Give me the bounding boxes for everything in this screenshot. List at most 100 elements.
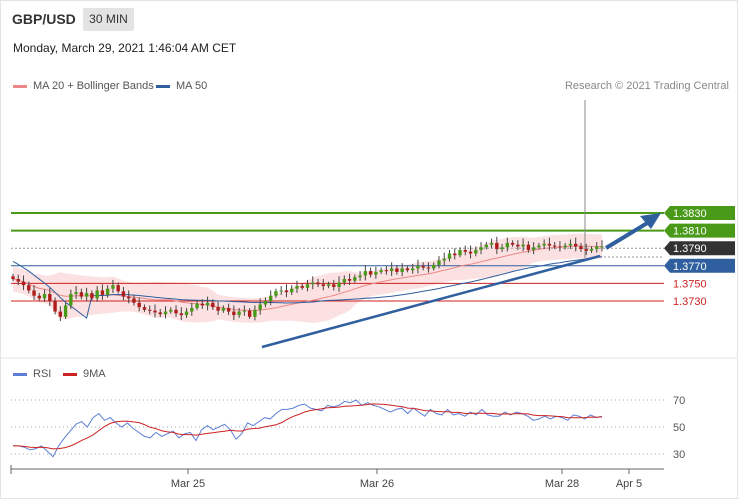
- price-tag-1-3830: 1.3830: [673, 208, 707, 220]
- forecast-arrow-head: [640, 213, 661, 229]
- candle-body: [184, 311, 189, 316]
- candle-body: [410, 268, 415, 271]
- candle-body: [100, 290, 105, 295]
- candle-body: [558, 246, 562, 248]
- candle-body: [437, 260, 441, 265]
- candle-body: [121, 291, 126, 297]
- rsi-level-label-50: 50: [673, 422, 685, 434]
- candle-body: [568, 243, 573, 246]
- candle-body: [42, 293, 47, 299]
- candle-body: [58, 311, 63, 317]
- candle-body: [216, 307, 220, 311]
- candle-body: [221, 308, 226, 311]
- instrument-title: GBP/USD: [12, 11, 76, 27]
- title-bar: GBP/USD 30 MIN: [0, 0, 738, 37]
- candle-body: [479, 247, 483, 250]
- candle-body: [126, 296, 131, 299]
- ma20-swatch: [13, 84, 27, 88]
- legend-ma20: MA 20 + Bollinger Bands: [13, 80, 154, 92]
- candle-body: [384, 270, 389, 272]
- candle-body: [363, 271, 368, 276]
- ma20-label: MA 20 + Bollinger Bands: [33, 80, 154, 92]
- candle-body: [326, 284, 331, 287]
- rsi-level-label-30: 30: [673, 449, 685, 461]
- candle-body: [521, 244, 525, 247]
- candle-body: [263, 301, 268, 305]
- candle-body: [268, 295, 273, 301]
- candle-body: [395, 268, 399, 272]
- price-tag-box: [664, 206, 735, 220]
- price-tag-1-3730: 1.3730: [673, 296, 707, 308]
- candle-body: [84, 293, 89, 297]
- candle-body: [405, 268, 410, 271]
- trend-line: [261, 254, 601, 349]
- candle-body: [179, 313, 183, 316]
- candle-body: [552, 245, 557, 247]
- rsi-swatch: [13, 372, 27, 376]
- price-tag-box: [664, 241, 735, 256]
- candle-body: [489, 242, 494, 245]
- price-tag-box: [664, 258, 735, 273]
- price-tag-1-3770: 1.3770: [673, 261, 707, 273]
- candle-body: [284, 290, 289, 293]
- candle-body: [205, 302, 210, 306]
- candle-body: [132, 298, 136, 303]
- price-tag-box: [664, 223, 735, 238]
- candle-body: [79, 292, 84, 297]
- candle-body: [358, 275, 362, 278]
- candle-body: [468, 251, 473, 254]
- legend-rsi: RSI: [13, 368, 51, 380]
- candle-body: [579, 246, 583, 250]
- candle-body: [547, 243, 552, 246]
- candle-body: [253, 309, 257, 317]
- forecast-arrow-shaft: [604, 220, 651, 250]
- candle-body: [190, 308, 194, 312]
- candle-body: [163, 311, 168, 315]
- candle-body: [95, 290, 99, 299]
- candle-body: [295, 286, 299, 289]
- candle-body: [484, 244, 489, 248]
- candle-body: [584, 249, 588, 251]
- candle-body: [32, 290, 36, 296]
- ma9-swatch: [63, 372, 77, 376]
- candle-body: [416, 265, 420, 269]
- candle-body: [148, 309, 152, 311]
- candle-body: [421, 265, 425, 268]
- candle-body: [353, 277, 357, 281]
- candle-body: [500, 247, 504, 250]
- candle-body: [211, 302, 215, 308]
- price-tag-1-3810: 1.3810: [673, 226, 707, 238]
- candle-body: [316, 282, 320, 285]
- ma50-line: [12, 256, 603, 319]
- x-tick-label: Mar 28: [545, 478, 579, 490]
- timeframe-button[interactable]: 30 MIN: [83, 8, 134, 31]
- candle-body: [495, 242, 499, 250]
- candle-body: [137, 302, 141, 308]
- candle-body: [69, 293, 73, 306]
- candle-body: [232, 311, 236, 316]
- rsi-level-label-70: 70: [673, 395, 685, 407]
- candle-body: [290, 288, 294, 293]
- candle-body: [242, 310, 247, 312]
- candle-body: [600, 246, 604, 248]
- x-tick-label: Apr 5: [616, 478, 642, 490]
- candle-body: [16, 279, 20, 282]
- candle-body: [531, 247, 536, 250]
- x-tick-label: Mar 26: [360, 478, 394, 490]
- candle-body: [169, 309, 173, 312]
- candle-body: [442, 258, 446, 261]
- candle-body: [226, 308, 231, 312]
- candle-body: [274, 291, 278, 296]
- candle-body: [237, 311, 241, 316]
- candle-body: [342, 279, 347, 283]
- candle-body: [174, 309, 178, 314]
- candle-body: [474, 249, 478, 254]
- candle-body: [74, 292, 78, 294]
- candle-body: [510, 242, 515, 245]
- candle-body: [90, 293, 94, 299]
- candle-body: [379, 270, 383, 272]
- candle-body: [447, 253, 452, 259]
- candle-body: [453, 253, 457, 256]
- candle-body: [21, 281, 26, 286]
- candle-body: [389, 268, 394, 272]
